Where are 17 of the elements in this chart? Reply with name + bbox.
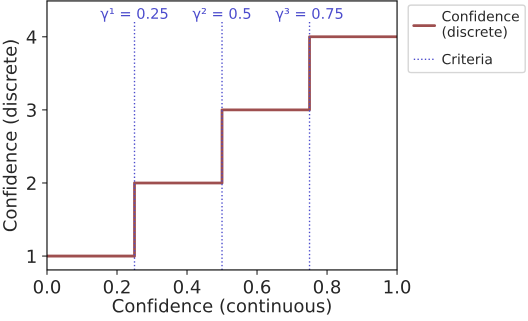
text: Criteria — [442, 54, 492, 64]
y-tick-label: 2 — [27, 176, 36, 190]
x-tick-label: 0.8 — [314, 280, 340, 294]
y-axis-title: Confidence (discrete) — [2, 40, 19, 232]
ref-line-label: γ¹ = 0.25 — [100, 8, 168, 22]
x-tick-label: 0.6 — [244, 280, 270, 294]
y-tick-label: 1 — [28, 250, 36, 263]
y-tick-label: 4 — [26, 30, 36, 44]
ref-line-label: γ³ = 0.75 — [276, 8, 342, 22]
x-tick-label: 0.0 — [34, 280, 60, 294]
x-tick-label: 1.0 — [384, 280, 410, 294]
ref-line-label: γ² = 0.5 — [192, 8, 250, 22]
y-tick-label: 3 — [27, 103, 36, 117]
legend-label: Confidence (discrete) — [442, 10, 519, 39]
x-tick-label: 0.4 — [174, 280, 200, 294]
x-axis-title: Confidence (continuous) — [112, 298, 331, 315]
x-tick-label: 0.2 — [104, 280, 130, 294]
